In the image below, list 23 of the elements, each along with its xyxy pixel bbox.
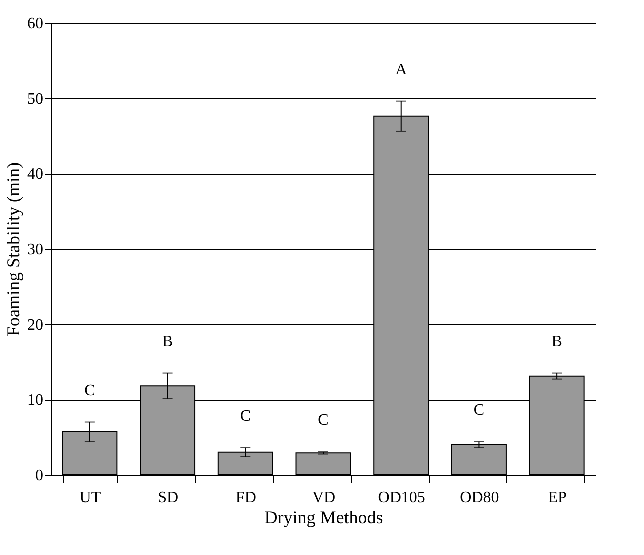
- y-tick-label: 60: [28, 16, 44, 32]
- y-tick-label: 10: [28, 392, 44, 410]
- x-tick-label: OD80: [460, 490, 500, 506]
- x-tick-label: FD: [236, 490, 256, 506]
- y-tick-label: 20: [28, 316, 44, 334]
- y-tick-label: 30: [28, 242, 44, 258]
- x-tick-label: VD: [312, 490, 336, 506]
- annotation: C: [240, 408, 251, 425]
- annotation: C: [84, 382, 96, 400]
- x-tick-label: SD: [158, 490, 179, 506]
- annotation: B: [552, 333, 562, 350]
- x-tick-label: OD105: [378, 490, 426, 506]
- x-tick-label: UT: [80, 490, 102, 506]
- y-tick-label: 40: [28, 166, 44, 184]
- y-tick-label: 0: [36, 468, 44, 484]
- y-axis-title: Foaming Stability (min): [4, 162, 24, 336]
- x-tick-label: EP: [548, 490, 568, 506]
- x-axis-title: Drying Methods: [264, 508, 384, 528]
- annotation: C: [318, 412, 329, 430]
- annotation: C: [474, 402, 485, 419]
- annotation: B: [162, 333, 174, 350]
- y-tick-label: 50: [28, 90, 44, 108]
- annotation: A: [396, 61, 408, 78]
